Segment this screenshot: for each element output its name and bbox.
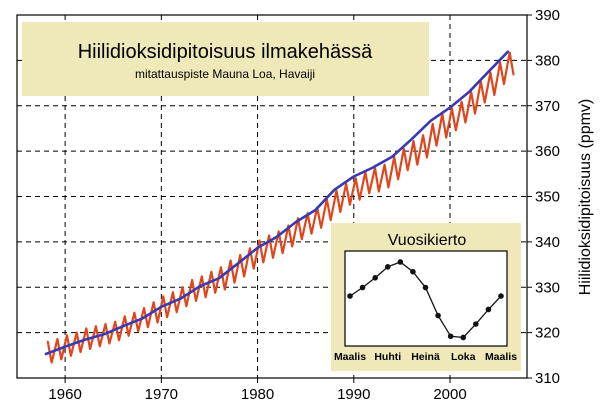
annual-cycle-point bbox=[359, 284, 366, 291]
y-tick-label: 310 bbox=[535, 370, 560, 387]
inset-x-tick-label: Maalis bbox=[334, 351, 366, 363]
trend-line bbox=[44, 50, 510, 356]
x-tick-label: 1970 bbox=[145, 386, 178, 403]
x-tick-label: 1980 bbox=[241, 386, 274, 403]
y-tick-label: 360 bbox=[535, 143, 560, 160]
inset-x-tick-label: Huhti bbox=[374, 351, 401, 363]
annual-cycle-point bbox=[447, 333, 454, 340]
x-tick-label: 1960 bbox=[48, 386, 81, 403]
inset-title: Vuosikierto bbox=[388, 232, 467, 249]
y-tick-label: 320 bbox=[535, 325, 560, 342]
x-tick-label: 1990 bbox=[337, 386, 370, 403]
inset-series bbox=[347, 259, 504, 341]
annual-cycle-point bbox=[498, 293, 504, 299]
axis-ticks: 1960 1970 1980 1990 2000 310 320 330 340 350 360 37… bbox=[48, 7, 560, 403]
y-tick-label: 340 bbox=[535, 234, 560, 251]
annual-cycle-point bbox=[410, 268, 416, 275]
title-box bbox=[22, 22, 429, 96]
y-tick-label: 370 bbox=[535, 98, 560, 115]
annual-cycle-point bbox=[397, 259, 404, 265]
y-tick-label: 350 bbox=[535, 189, 560, 206]
inset-x-tick-label: Maalis bbox=[485, 351, 517, 363]
inset-x-ticks: Maalis Huhti Heinä Loka Maalis bbox=[334, 351, 517, 363]
annual-cycle-point bbox=[372, 274, 378, 281]
annual-cycle-point bbox=[485, 306, 492, 313]
y-tick-label: 330 bbox=[535, 279, 560, 296]
x-tick-label: 2000 bbox=[433, 386, 466, 403]
y-axis-label: Hiilidioksidipitoisuus (ppmv) bbox=[577, 99, 594, 296]
annual-cycle-point bbox=[435, 312, 441, 319]
chart-subtitle: mitattauspiste Mauna Loa, Havaiji bbox=[135, 67, 315, 81]
inset-plot-frame bbox=[344, 250, 508, 347]
annual-cycle-point bbox=[460, 334, 467, 341]
monthly-co2-line bbox=[46, 51, 515, 364]
inset-x-tick-label: Loka bbox=[451, 351, 476, 363]
annual-cycle-point bbox=[384, 264, 391, 270]
series-layer bbox=[44, 50, 515, 364]
inset-x-tick-label: Heinä bbox=[411, 351, 440, 363]
annual-cycle-point bbox=[473, 321, 479, 327]
annual-cycle-point bbox=[347, 293, 353, 299]
annual-cycle-inset: Vuosikierto Maalis Huhti Heinä Loka Maalis bbox=[331, 223, 521, 371]
annual-cycle-point bbox=[422, 284, 429, 291]
y-tick-label: 380 bbox=[535, 52, 560, 69]
chart-title: Hiilidioksidipitoisuus ilmakehässä bbox=[78, 41, 373, 63]
y-tick-label: 390 bbox=[535, 7, 560, 24]
